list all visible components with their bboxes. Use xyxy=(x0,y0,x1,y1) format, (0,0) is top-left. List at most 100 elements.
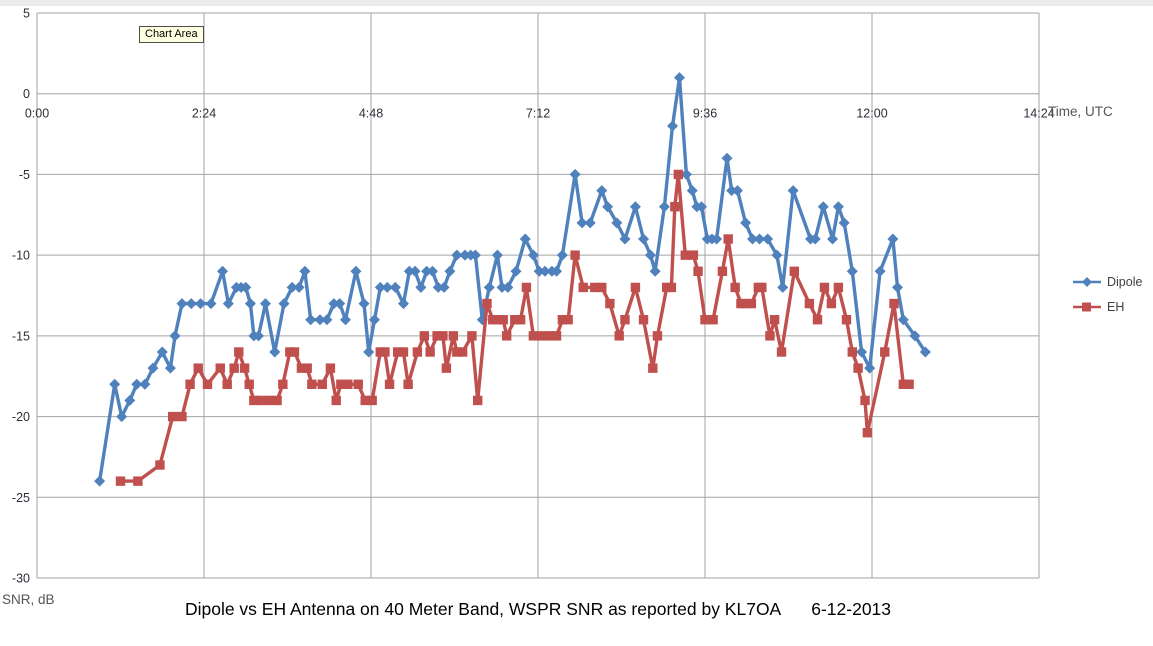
data-point-eh[interactable] xyxy=(673,169,684,180)
data-point-dipole[interactable] xyxy=(459,249,471,261)
data-point-dipole[interactable] xyxy=(156,346,168,358)
data-point-eh[interactable] xyxy=(666,282,677,293)
data-point-dipole[interactable] xyxy=(293,281,305,293)
data-point-eh[interactable] xyxy=(563,315,573,325)
data-point-dipole[interactable] xyxy=(491,249,503,261)
data-point-dipole[interactable] xyxy=(426,265,438,277)
data-point-dipole[interactable] xyxy=(919,346,931,358)
series-line-dipole[interactable] xyxy=(97,75,927,483)
data-point-dipole[interactable] xyxy=(551,265,563,277)
data-point-eh[interactable] xyxy=(317,379,327,389)
data-point-eh[interactable] xyxy=(398,347,409,357)
data-point-dipole[interactable] xyxy=(667,120,679,132)
data-point-eh[interactable] xyxy=(222,379,232,389)
data-point-dipole[interactable] xyxy=(680,168,692,180)
data-point-dipole[interactable] xyxy=(397,298,409,310)
data-point-dipole[interactable] xyxy=(740,217,752,229)
data-point-eh[interactable] xyxy=(804,298,815,309)
data-point-eh[interactable] xyxy=(167,411,178,422)
data-point-eh[interactable] xyxy=(384,379,395,389)
data-point-eh[interactable] xyxy=(472,395,483,406)
data-point-dipole[interactable] xyxy=(350,265,362,277)
data-point-eh[interactable] xyxy=(693,266,703,276)
data-point-eh[interactable] xyxy=(448,331,459,341)
data-point-dipole[interactable] xyxy=(222,298,234,310)
data-point-dipole[interactable] xyxy=(415,281,427,293)
data-point-eh[interactable] xyxy=(578,282,588,293)
data-point-eh[interactable] xyxy=(229,363,239,373)
data-point-eh[interactable] xyxy=(215,363,225,373)
data-point-eh[interactable] xyxy=(898,379,909,389)
data-point-dipole[interactable] xyxy=(721,152,733,164)
data-point-dipole[interactable] xyxy=(195,298,207,310)
data-point-dipole[interactable] xyxy=(259,298,271,310)
data-point-eh[interactable] xyxy=(264,395,274,406)
data-point-dipole[interactable] xyxy=(286,281,298,293)
data-point-dipole[interactable] xyxy=(321,314,333,326)
data-point-eh[interactable] xyxy=(343,379,353,389)
data-point-eh[interactable] xyxy=(630,282,641,293)
data-point-dipole[interactable] xyxy=(649,265,661,277)
data-point-eh[interactable] xyxy=(904,379,914,389)
data-point-eh[interactable] xyxy=(331,395,341,406)
data-point-dipole[interactable] xyxy=(747,233,759,245)
data-point-dipole[interactable] xyxy=(527,249,539,261)
data-point-eh[interactable] xyxy=(360,395,370,406)
data-point-dipole[interactable] xyxy=(856,346,868,358)
data-point-dipole[interactable] xyxy=(832,201,844,213)
data-point-eh[interactable] xyxy=(620,315,630,325)
data-point-dipole[interactable] xyxy=(827,233,839,245)
data-point-eh[interactable] xyxy=(730,282,740,293)
data-point-dipole[interactable] xyxy=(584,217,596,229)
data-point-eh[interactable] xyxy=(482,298,492,309)
data-point-dipole[interactable] xyxy=(731,185,743,197)
data-point-dipole[interactable] xyxy=(164,362,176,374)
data-point-dipole[interactable] xyxy=(817,201,829,213)
data-point-eh[interactable] xyxy=(307,379,317,389)
data-point-eh[interactable] xyxy=(670,202,680,212)
data-point-dipole[interactable] xyxy=(116,411,128,423)
data-point-eh[interactable] xyxy=(325,363,336,373)
data-point-dipole[interactable] xyxy=(726,185,738,197)
data-point-dipole[interactable] xyxy=(328,298,340,310)
data-point-dipole[interactable] xyxy=(403,265,415,277)
data-point-eh[interactable] xyxy=(438,331,448,341)
data-point-eh[interactable] xyxy=(680,250,690,260)
data-point-dipole[interactable] xyxy=(389,281,401,293)
data-point-dipole[interactable] xyxy=(381,281,393,293)
data-point-eh[interactable] xyxy=(570,250,580,260)
data-point-dipole[interactable] xyxy=(897,314,909,326)
data-point-dipole[interactable] xyxy=(619,233,631,245)
data-point-dipole[interactable] xyxy=(94,475,106,487)
data-point-eh[interactable] xyxy=(860,395,870,406)
data-point-eh[interactable] xyxy=(392,347,403,357)
data-point-dipole[interactable] xyxy=(269,346,281,358)
data-point-dipole[interactable] xyxy=(368,314,380,326)
data-point-eh[interactable] xyxy=(296,363,307,373)
data-point-dipole[interactable] xyxy=(629,201,641,213)
data-point-dipole[interactable] xyxy=(502,281,514,293)
data-point-eh[interactable] xyxy=(425,347,435,357)
y-axis-title[interactable]: SNR, dB xyxy=(2,592,55,607)
data-point-dipole[interactable] xyxy=(374,281,386,293)
data-point-dipole[interactable] xyxy=(533,265,545,277)
data-point-eh[interactable] xyxy=(819,282,830,293)
data-point-eh[interactable] xyxy=(115,476,126,486)
data-point-eh[interactable] xyxy=(833,282,844,293)
data-point-dipole[interactable] xyxy=(451,249,463,261)
legend-item-eh[interactable]: EH xyxy=(1072,294,1142,319)
data-point-eh[interactable] xyxy=(419,331,430,341)
data-point-dipole[interactable] xyxy=(777,281,789,293)
data-point-dipole[interactable] xyxy=(244,298,256,310)
data-point-dipole[interactable] xyxy=(109,378,121,390)
data-point-eh[interactable] xyxy=(193,363,203,373)
data-point-dipole[interactable] xyxy=(602,201,614,213)
data-point-eh[interactable] xyxy=(133,476,143,486)
data-point-eh[interactable] xyxy=(889,298,899,309)
data-point-eh[interactable] xyxy=(826,298,837,309)
data-point-dipole[interactable] xyxy=(169,330,181,342)
data-point-eh[interactable] xyxy=(380,347,390,357)
data-point-eh[interactable] xyxy=(652,331,663,341)
data-point-dipole[interactable] xyxy=(673,72,685,84)
data-point-eh[interactable] xyxy=(353,379,363,389)
